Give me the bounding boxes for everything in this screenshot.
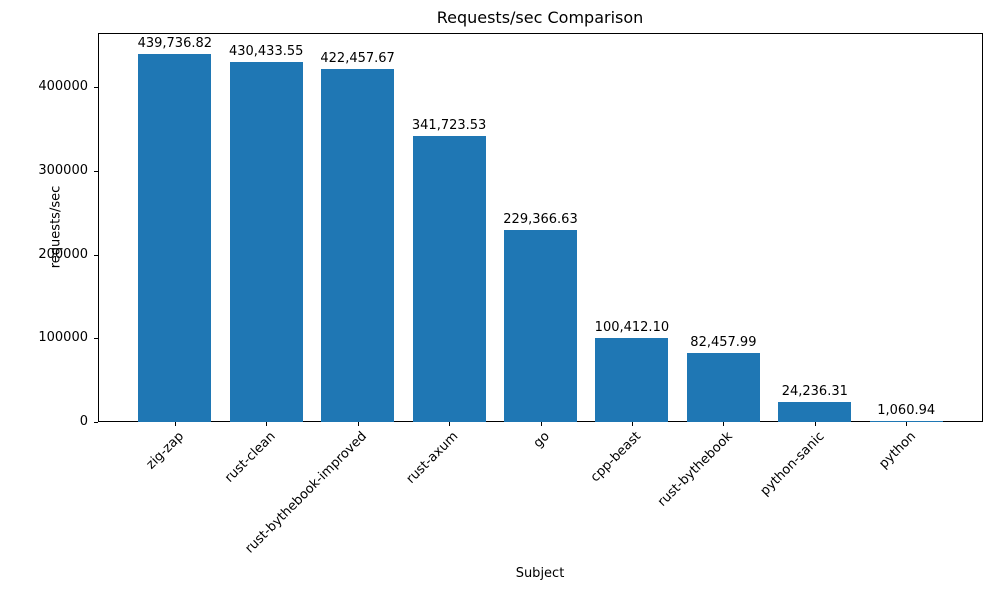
bar-value-label: 439,736.82 bbox=[137, 36, 213, 51]
y-tick bbox=[94, 171, 98, 172]
bar-value-label: 1,060.94 bbox=[877, 403, 936, 418]
x-tick bbox=[723, 422, 725, 426]
y-tick bbox=[94, 338, 98, 339]
bar-value-label: 341,723.53 bbox=[411, 118, 487, 133]
bar-value-label: 82,457.99 bbox=[690, 335, 757, 350]
bar bbox=[778, 402, 852, 422]
x-tick-label: rust-axum bbox=[403, 429, 462, 487]
y-tick bbox=[94, 87, 98, 88]
bar bbox=[412, 136, 486, 422]
x-tick bbox=[814, 422, 816, 426]
x-tick-label: rust-bythebook bbox=[655, 429, 737, 510]
y-tick-label: 0 bbox=[79, 414, 88, 429]
x-tick bbox=[266, 422, 268, 426]
y-axis-title: requests/sec bbox=[48, 185, 64, 269]
bar bbox=[869, 421, 943, 422]
bar-value-label: 229,366.63 bbox=[503, 212, 578, 227]
bar bbox=[229, 62, 303, 422]
bar-value-label: 24,236.31 bbox=[781, 384, 848, 399]
y-tick-label: 200000 bbox=[38, 247, 88, 262]
x-tick-label: zig-zap bbox=[143, 429, 188, 473]
x-axis-title: Subject bbox=[515, 566, 565, 581]
x-tick-label: rust-clean bbox=[222, 429, 279, 486]
x-tick bbox=[174, 422, 176, 426]
x-tick-label: cpp-beast bbox=[588, 429, 645, 486]
x-tick-label: go bbox=[531, 429, 554, 452]
x-tick bbox=[357, 422, 359, 426]
x-tick-label: python bbox=[876, 429, 919, 472]
bar bbox=[503, 230, 577, 422]
bar bbox=[321, 69, 395, 422]
bar bbox=[595, 338, 669, 422]
chart-title: Requests/sec Comparison bbox=[436, 8, 644, 27]
bar-value-label: 100,412.10 bbox=[594, 320, 670, 335]
bar-value-label: 430,433.55 bbox=[228, 44, 304, 59]
y-tick bbox=[94, 255, 98, 256]
x-tick bbox=[631, 422, 633, 426]
bar bbox=[138, 54, 212, 422]
x-tick-label: python-sanic bbox=[757, 429, 828, 499]
x-tick bbox=[906, 422, 908, 426]
y-tick-label: 100000 bbox=[38, 330, 88, 345]
bar bbox=[686, 353, 760, 422]
x-tick bbox=[449, 422, 451, 426]
x-tick bbox=[540, 422, 542, 426]
y-tick bbox=[94, 422, 98, 423]
y-tick-label: 300000 bbox=[38, 163, 88, 178]
bar-value-label: 422,457.67 bbox=[320, 51, 395, 66]
y-tick-label: 400000 bbox=[38, 79, 88, 94]
